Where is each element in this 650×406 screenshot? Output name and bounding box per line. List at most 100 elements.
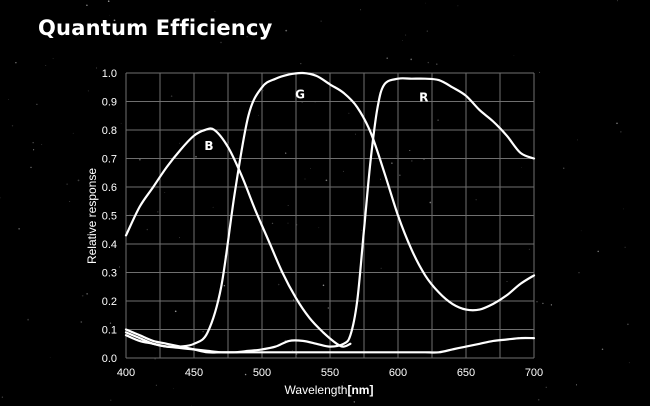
star — [119, 266, 120, 268]
star — [164, 192, 166, 193]
chart-grid — [125, 72, 535, 359]
star — [36, 103, 38, 105]
star — [320, 20, 322, 22]
star — [8, 99, 10, 100]
star — [617, 0, 618, 2]
star — [475, 199, 477, 201]
star — [353, 401, 355, 403]
star — [170, 95, 173, 97]
star — [30, 166, 32, 169]
y-tick-label: 1.0 — [102, 68, 117, 80]
x-tick-label: 400 — [117, 367, 135, 379]
star — [521, 166, 523, 168]
star — [214, 10, 216, 12]
x-tick-label: 450 — [185, 367, 203, 379]
star — [426, 30, 428, 32]
star — [285, 152, 287, 154]
star — [550, 304, 553, 306]
star — [223, 255, 225, 257]
star — [542, 302, 544, 305]
star — [179, 142, 180, 144]
star — [624, 246, 626, 248]
star — [45, 65, 47, 66]
star — [220, 41, 222, 44]
star — [87, 90, 89, 92]
star — [506, 280, 508, 282]
y-tick-label: 0.3 — [102, 268, 117, 280]
star — [52, 58, 54, 59]
x-tick-label: 650 — [457, 367, 475, 379]
star — [342, 382, 344, 384]
star — [575, 384, 578, 386]
star — [174, 310, 177, 313]
star — [155, 384, 157, 386]
y-tick-label: 0.4 — [102, 239, 117, 251]
curve-label-g: G — [295, 88, 305, 102]
star — [32, 142, 34, 144]
star — [355, 133, 356, 135]
star — [528, 248, 531, 251]
star — [627, 323, 629, 326]
star — [342, 170, 344, 172]
star — [536, 301, 538, 303]
star — [107, 0, 110, 2]
star — [405, 34, 407, 36]
star — [601, 348, 604, 351]
star — [545, 386, 547, 388]
star — [15, 61, 17, 64]
star — [580, 230, 582, 232]
star — [380, 267, 382, 269]
star — [620, 131, 622, 133]
star — [246, 36, 248, 38]
star — [179, 237, 180, 239]
star — [11, 125, 14, 127]
star — [212, 206, 214, 208]
curve-labels: B G R — [204, 88, 428, 153]
star — [563, 167, 565, 169]
star — [425, 2, 426, 4]
star — [318, 227, 320, 229]
chart-title: Quantum Efficiency — [38, 16, 273, 40]
star — [77, 179, 80, 182]
chart-curves — [124, 71, 536, 354]
star — [348, 112, 350, 114]
curve-label-b: B — [204, 139, 213, 153]
star — [457, 5, 459, 7]
star — [271, 222, 274, 225]
star — [399, 174, 401, 176]
star — [0, 197, 1, 199]
y-tick-label: 0.9 — [102, 97, 117, 109]
star — [244, 373, 247, 376]
star — [513, 55, 515, 56]
star — [391, 162, 393, 164]
star — [96, 67, 97, 69]
y-tick-label: 0.8 — [102, 125, 117, 137]
y-tick-label: 0.6 — [102, 182, 117, 194]
star — [139, 159, 141, 161]
star — [202, 331, 204, 333]
star — [396, 155, 397, 157]
star — [285, 29, 288, 32]
star — [576, 139, 578, 141]
star — [325, 179, 328, 182]
star — [72, 132, 74, 134]
star — [262, 90, 264, 92]
x-tick-label: 600 — [389, 367, 407, 379]
x-axis-unit: [nm] — [347, 383, 373, 397]
star — [154, 358, 156, 360]
star — [578, 272, 580, 274]
star — [304, 178, 306, 180]
y-tick-label: 0.5 — [102, 211, 117, 223]
star — [277, 283, 280, 286]
star — [410, 58, 413, 61]
star — [429, 201, 432, 204]
star — [173, 388, 174, 389]
star — [69, 200, 71, 203]
star — [597, 250, 599, 253]
x-axis-label-text: Wavelength — [285, 383, 348, 397]
star — [361, 229, 363, 231]
star — [197, 367, 200, 370]
x-axis-label: Wavelength[nm] — [285, 383, 374, 397]
star — [81, 294, 84, 297]
star — [284, 339, 286, 341]
